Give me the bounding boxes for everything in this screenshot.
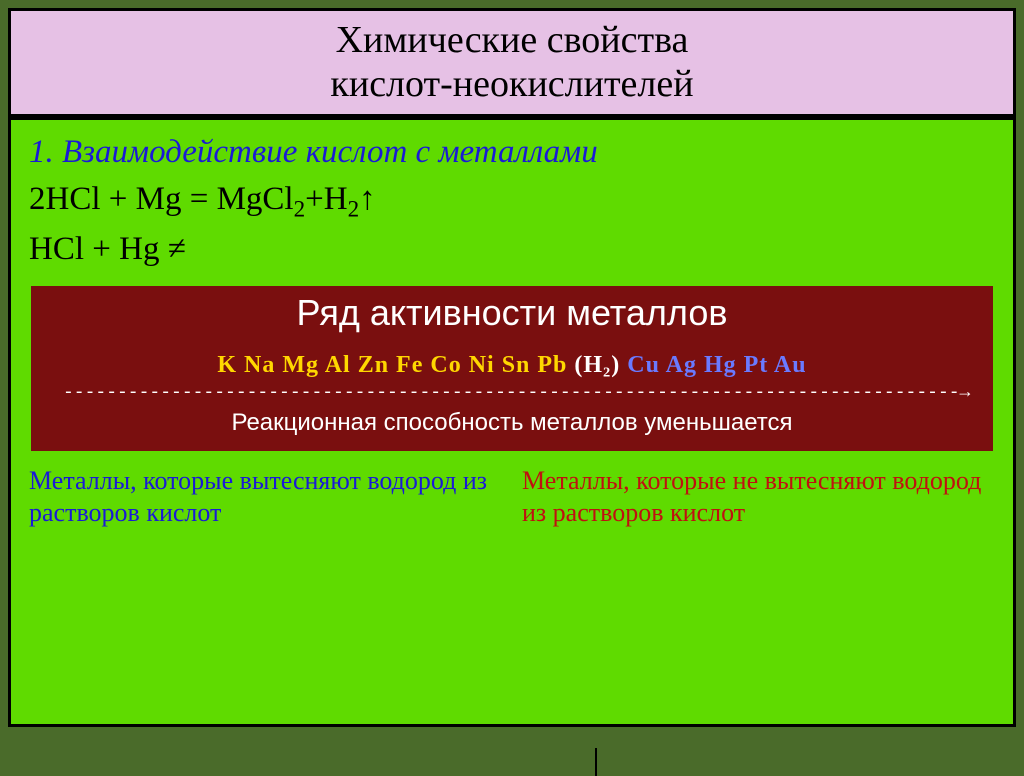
reactivity-text: Реакционная способность металлов уменьша… — [41, 409, 983, 437]
metals-inactive: Cu Ag Hg Pt Au — [627, 352, 806, 378]
metals-row: K Na Mg Al Zn Fe Co Ni Sn Pb (H₂) Cu Ag … — [41, 352, 983, 379]
eq2-left: HCl + Hg — [29, 231, 168, 267]
content-box: 1. Взаимодействие кислот с металлами 2HC… — [8, 117, 1016, 727]
metals-active: K Na Mg Al Zn Fe Co Ni Sn Pb — [217, 352, 574, 378]
eq1-mid: +H — [305, 181, 347, 217]
eq1-sub1: 2 — [294, 196, 306, 222]
eq2-neq: ≠ — [168, 231, 186, 268]
title-line2: кислот-неокислителей — [330, 63, 693, 105]
section-heading: 1. Взаимодействие кислот с металлами — [29, 134, 995, 171]
note-left: Металлы, которые вытесняют водород из ра… — [29, 465, 502, 530]
dash-arrow: ----------------------------------------… — [41, 383, 983, 403]
slide-title: Химические свойства кислот-неокислителей — [31, 19, 993, 106]
title-box: Химические свойства кислот-неокислителей — [8, 8, 1016, 117]
bottom-notes: Металлы, которые вытесняют водород из ра… — [29, 465, 995, 530]
divider-line — [595, 748, 597, 776]
equation-1: 2HCl + Mg = MgCl2+H2↑ — [29, 181, 995, 223]
eq1-sub2: 2 — [348, 196, 360, 222]
eq1-arrow: ↑ — [359, 181, 376, 217]
equation-2: HCl + Hg ≠ — [29, 231, 995, 268]
activity-series-box: Ряд активности металлов K Na Mg Al Zn Fe… — [31, 286, 993, 451]
activity-title: Ряд активности металлов — [41, 292, 983, 334]
eq1-left: 2HCl + Mg = MgCl — [29, 181, 294, 217]
slide: Химические свойства кислот-неокислителей… — [0, 8, 1024, 776]
metals-h2: (H₂) — [574, 352, 627, 378]
note-right: Металлы, которые не вытесняют водород из… — [522, 465, 995, 530]
title-line1: Химические свойства — [336, 19, 689, 61]
